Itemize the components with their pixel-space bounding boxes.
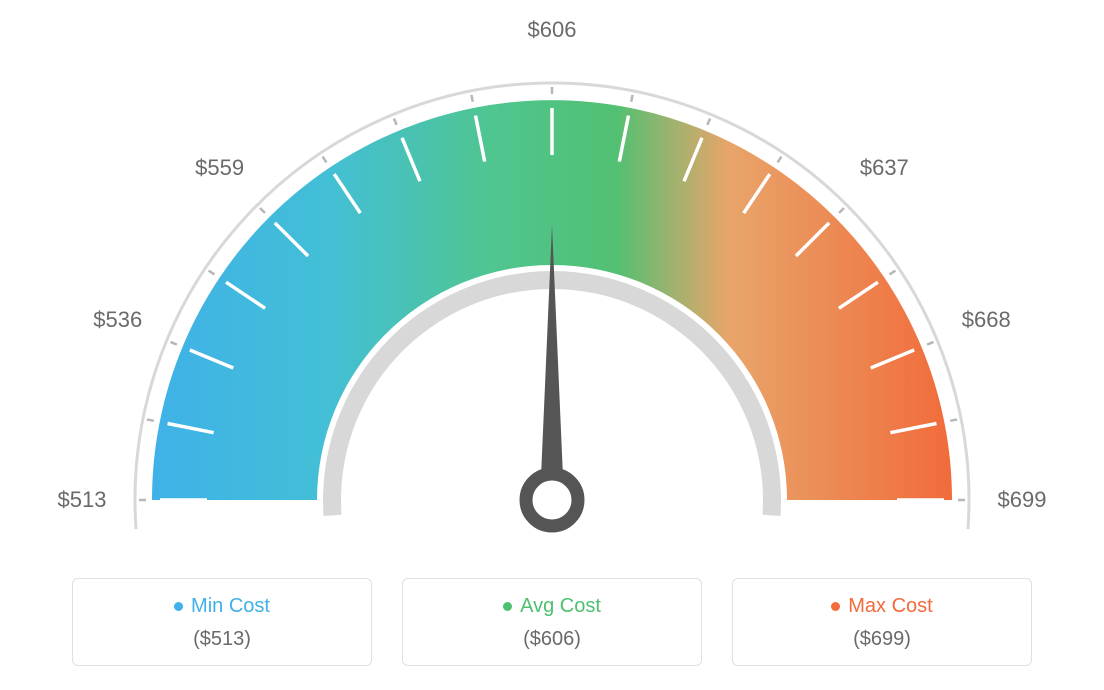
legend-max-dot bbox=[831, 602, 840, 611]
legend-min: Min Cost ($513) bbox=[72, 578, 372, 666]
legend-avg-dot bbox=[503, 602, 512, 611]
legend-max-title: Max Cost bbox=[831, 595, 932, 618]
legend-min-title: Min Cost bbox=[174, 595, 270, 618]
legend-max-value: ($699) bbox=[733, 628, 1031, 651]
gauge-tick-label: $699 bbox=[998, 487, 1047, 513]
legend-avg-label: Avg Cost bbox=[520, 595, 601, 618]
gauge-svg bbox=[0, 0, 1104, 560]
gauge-tick-label: $637 bbox=[860, 155, 909, 181]
legend-avg-title: Avg Cost bbox=[503, 595, 601, 618]
legend-max: Max Cost ($699) bbox=[732, 578, 1032, 666]
gauge-tick-label: $559 bbox=[195, 155, 244, 181]
legend-min-value: ($513) bbox=[73, 628, 371, 651]
gauge-tick-label: $513 bbox=[58, 487, 107, 513]
legend-min-label: Min Cost bbox=[191, 595, 270, 618]
legend-avg-value: ($606) bbox=[403, 628, 701, 651]
legend-max-label: Max Cost bbox=[848, 595, 932, 618]
legend-min-dot bbox=[174, 602, 183, 611]
gauge-tick-label: $536 bbox=[93, 307, 142, 333]
gauge-tick-label: $668 bbox=[962, 307, 1011, 333]
legend-row: Min Cost ($513) Avg Cost ($606) Max Cost… bbox=[0, 578, 1104, 666]
legend-avg: Avg Cost ($606) bbox=[402, 578, 702, 666]
gauge-tick-label: $606 bbox=[528, 17, 577, 43]
gauge-chart: $513 $536 $559 $606 $637 $668 $699 bbox=[0, 0, 1104, 560]
